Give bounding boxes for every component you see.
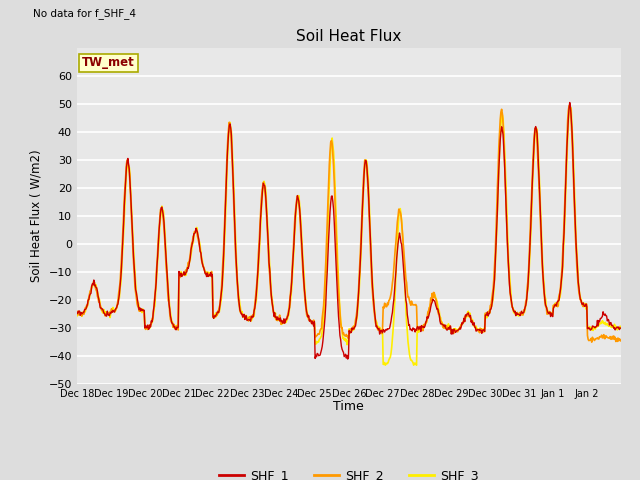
SHF_1 [436,318,444,324]
SHF_1 [237,309,244,315]
SHF_2 [264,233,271,239]
SHF_3 [73,313,81,319]
Text: No data for f_SHF_4: No data for f_SHF_4 [33,8,136,19]
Y-axis label: Soil Heat Flux ( W/m2): Soil Heat Flux ( W/m2) [30,150,43,282]
SHF_3 [617,325,625,331]
Line: SHF_2: SHF_2 [77,105,621,342]
Line: SHF_3: SHF_3 [77,106,621,365]
SHF_2 [435,312,443,318]
SHF_2 [237,310,244,316]
Text: TW_met: TW_met [82,57,135,70]
SHF_2 [566,102,573,108]
SHF_1 [406,322,413,327]
Title: Soil Heat Flux: Soil Heat Flux [296,29,401,44]
SHF_2 [73,309,81,314]
SHF_2 [405,294,413,300]
SHF_3 [284,314,292,320]
SHF_3 [413,362,420,368]
SHF_3 [137,307,145,313]
Line: SHF_1: SHF_1 [77,103,621,359]
SHF_2 [588,339,596,345]
SHF_1 [617,325,625,331]
SHF_3 [436,315,444,321]
SHF_2 [617,338,625,344]
SHF_1 [344,356,351,362]
SHF_1 [137,308,145,313]
SHF_3 [264,222,271,228]
SHF_2 [137,308,145,314]
SHF_3 [237,306,244,312]
X-axis label: Time: Time [333,400,364,413]
SHF_3 [566,103,573,108]
SHF_1 [284,312,292,318]
SHF_1 [264,228,271,233]
SHF_1 [73,309,81,314]
SHF_1 [566,100,573,106]
SHF_2 [284,310,292,316]
Legend: SHF_1, SHF_2, SHF_3: SHF_1, SHF_2, SHF_3 [214,464,484,480]
SHF_3 [405,345,413,350]
